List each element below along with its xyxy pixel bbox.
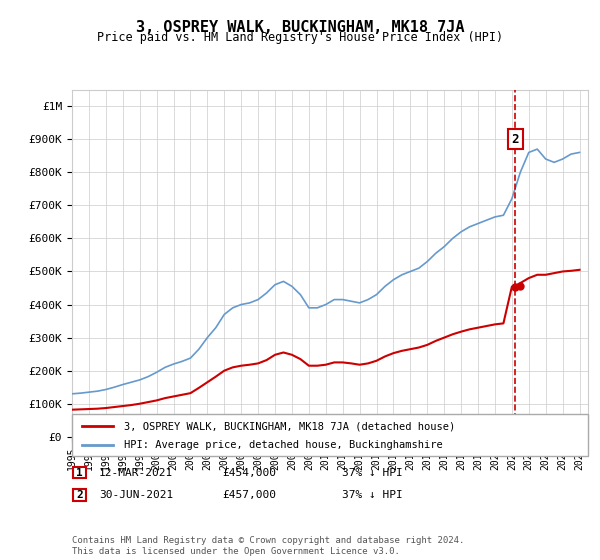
Text: 2: 2: [76, 490, 83, 500]
FancyBboxPatch shape: [72, 414, 588, 456]
Text: 37% ↓ HPI: 37% ↓ HPI: [342, 468, 403, 478]
Text: 3, OSPREY WALK, BUCKINGHAM, MK18 7JA: 3, OSPREY WALK, BUCKINGHAM, MK18 7JA: [136, 20, 464, 35]
Text: £454,000: £454,000: [222, 468, 276, 478]
Text: HPI: Average price, detached house, Buckinghamshire: HPI: Average price, detached house, Buck…: [124, 440, 442, 450]
Text: £457,000: £457,000: [222, 490, 276, 500]
Text: 30-JUN-2021: 30-JUN-2021: [99, 490, 173, 500]
Text: 12-MAR-2021: 12-MAR-2021: [99, 468, 173, 478]
FancyBboxPatch shape: [73, 489, 86, 501]
Text: Contains HM Land Registry data © Crown copyright and database right 2024.
This d: Contains HM Land Registry data © Crown c…: [72, 536, 464, 556]
Text: 1: 1: [76, 468, 83, 478]
Text: 3, OSPREY WALK, BUCKINGHAM, MK18 7JA (detached house): 3, OSPREY WALK, BUCKINGHAM, MK18 7JA (de…: [124, 421, 455, 431]
Text: 37% ↓ HPI: 37% ↓ HPI: [342, 490, 403, 500]
Text: Price paid vs. HM Land Registry's House Price Index (HPI): Price paid vs. HM Land Registry's House …: [97, 31, 503, 44]
FancyBboxPatch shape: [73, 467, 86, 478]
Text: 2: 2: [512, 133, 519, 146]
